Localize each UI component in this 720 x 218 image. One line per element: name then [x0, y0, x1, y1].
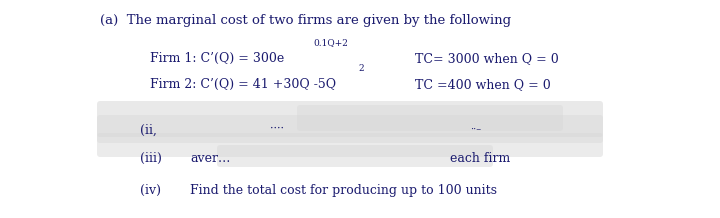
- Text: ··–: ··–: [470, 124, 481, 133]
- Text: (ii,: (ii,: [140, 124, 157, 137]
- FancyBboxPatch shape: [97, 101, 603, 137]
- Text: (a)  The marginal cost of two firms are given by the following: (a) The marginal cost of two firms are g…: [100, 14, 511, 27]
- Text: (iii): (iii): [140, 152, 162, 165]
- Text: Find the total cost for producing up to 100 units: Find the total cost for producing up to …: [190, 184, 497, 197]
- Text: ····: ····: [270, 124, 284, 134]
- Text: Firm 1: C’(Q) = 300e: Firm 1: C’(Q) = 300e: [150, 52, 284, 65]
- Text: TC =400 when Q = 0: TC =400 when Q = 0: [415, 78, 551, 91]
- Text: Firm 2: C’(Q) = 41 +30Q -5Q: Firm 2: C’(Q) = 41 +30Q -5Q: [150, 78, 336, 91]
- FancyBboxPatch shape: [97, 133, 603, 157]
- FancyBboxPatch shape: [297, 105, 563, 131]
- FancyBboxPatch shape: [217, 145, 493, 167]
- Text: 0.1Q+2: 0.1Q+2: [313, 38, 348, 47]
- FancyBboxPatch shape: [97, 115, 603, 143]
- Text: each firm: each firm: [450, 152, 510, 165]
- Text: aver…: aver…: [190, 152, 230, 165]
- Text: 2: 2: [358, 64, 364, 73]
- Text: TC= 3000 when Q = 0: TC= 3000 when Q = 0: [415, 52, 559, 65]
- Text: (iv): (iv): [140, 184, 161, 197]
